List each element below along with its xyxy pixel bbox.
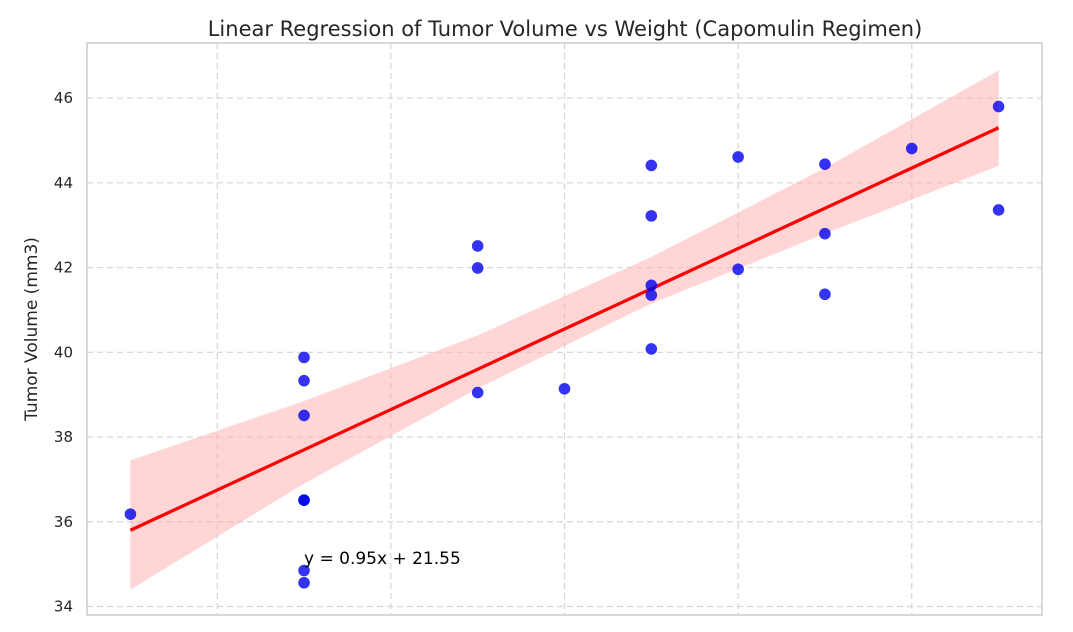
data-point [732,151,744,163]
data-point [471,262,484,274]
y-tick-label: 42 [54,259,73,277]
data-point [645,289,658,301]
data-point [298,409,310,422]
data-point [298,564,310,577]
data-point [124,508,137,520]
data-point [298,351,310,364]
y-tick-label: 44 [54,174,73,192]
y-tick-label: 40 [54,343,73,361]
data-point [471,240,484,252]
y-tick-label: 34 [54,598,73,616]
data-point [992,100,1005,113]
data-point [819,227,831,240]
data-point [645,159,658,172]
data-point [298,576,310,589]
data-point [558,382,571,395]
data-point [298,374,310,387]
data-point [992,204,1005,216]
data-point [471,386,484,399]
regression-equation: y = 0.95x + 21.55 [304,549,461,569]
y-tick-label: 38 [54,428,73,446]
scatter-points [124,100,1005,589]
data-point [298,494,310,506]
data-point [819,288,831,301]
data-point [645,210,658,222]
y-tick-labels: 34 36 38 40 42 44 46 [54,89,73,615]
data-point [819,158,831,170]
y-tick-label: 46 [54,89,73,107]
y-axis-label: Tumor Volume (mm3) [22,237,42,422]
data-point [645,343,658,355]
regression-line-group [129,126,1000,532]
data-point [732,263,744,276]
regression-line [129,126,1000,532]
plot-frame [86,42,1043,616]
data-point [645,279,658,292]
chart-title: Linear Regression of Tumor Volume vs Wei… [208,17,923,41]
data-point [905,142,918,155]
y-tick-label: 36 [54,513,73,531]
